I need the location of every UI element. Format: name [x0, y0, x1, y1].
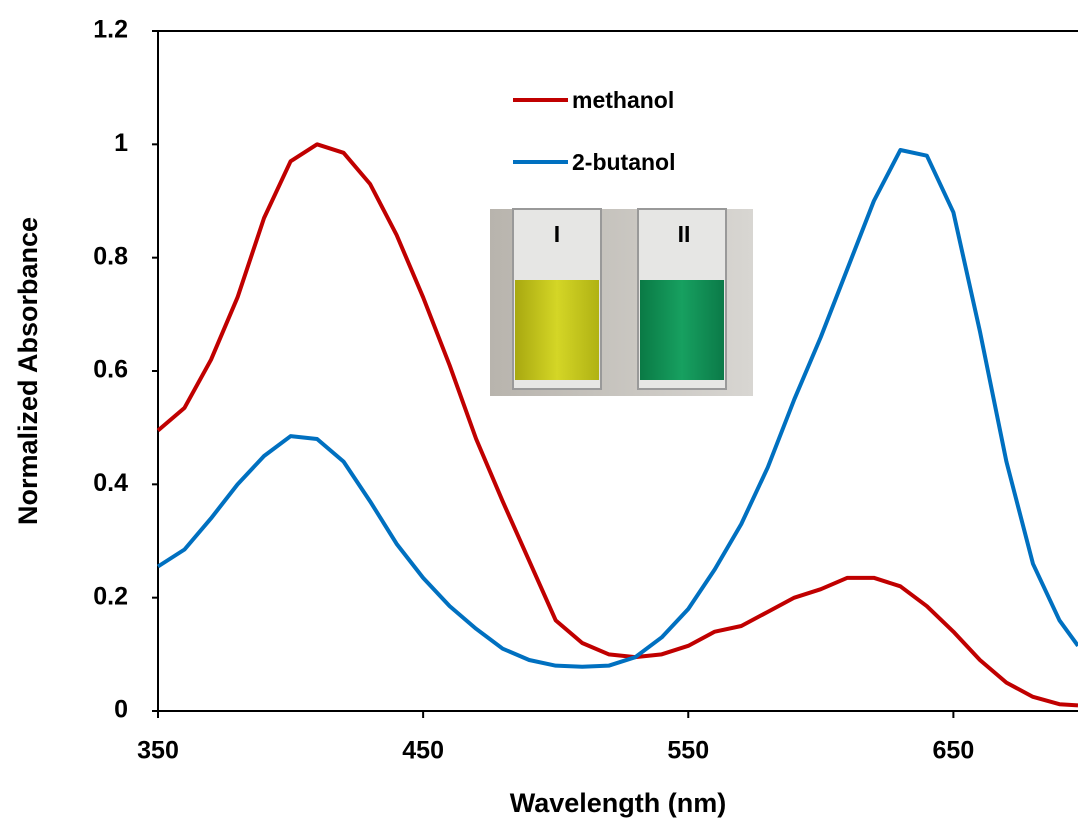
- x-tick-label: 450: [402, 737, 444, 765]
- data-line: [156, 148, 1078, 669]
- x-tick-label: 650: [933, 737, 975, 765]
- y-axis-title: Normalized Absorbance: [13, 217, 43, 525]
- x-tick-label: 350: [137, 737, 179, 765]
- y-tick-label: 1: [114, 129, 128, 157]
- y-tick-label: 0.2: [93, 582, 128, 610]
- data-line: [156, 142, 1078, 708]
- inset-label: I: [554, 221, 560, 247]
- legend-label: 2-butanol: [572, 149, 676, 175]
- y-tick-label: 0: [114, 696, 128, 724]
- x-axis-title: Wavelength (nm): [510, 788, 727, 818]
- inset-label: II: [678, 221, 691, 247]
- y-tick-label: 0.8: [93, 242, 128, 270]
- y-tick-label: 0.4: [93, 469, 128, 497]
- y-tick-label: 0.6: [93, 356, 128, 384]
- inset-photo: [490, 208, 753, 396]
- legend-label: methanol: [572, 87, 674, 113]
- x-tick-label: 550: [667, 737, 709, 765]
- y-tick-label: 1.2: [93, 16, 128, 44]
